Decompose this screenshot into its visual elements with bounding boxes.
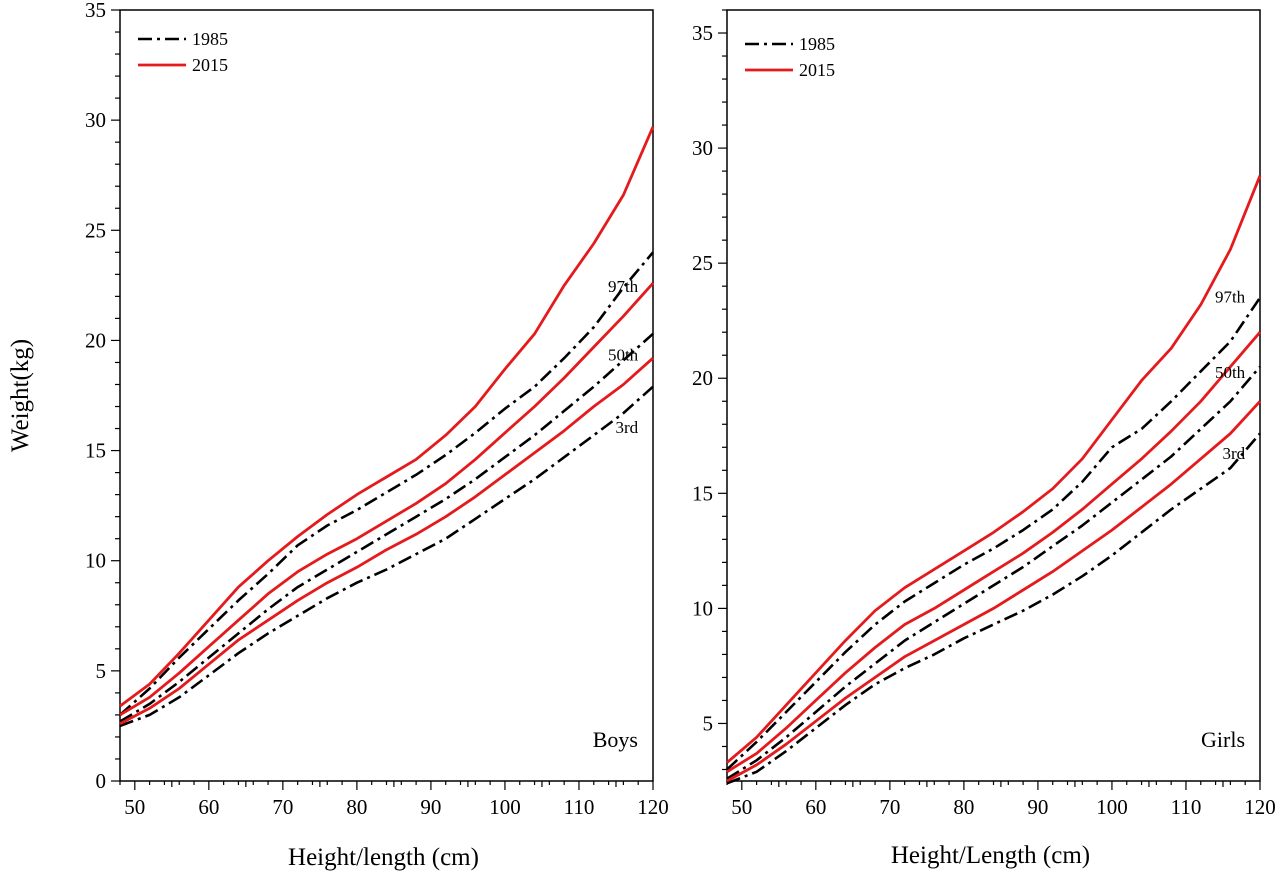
y-tick-label: 5	[703, 711, 714, 735]
series-line-1985-3rd	[119, 385, 654, 728]
x-axis-label: Height/length (cm)	[288, 844, 479, 871]
panel-boys: 50 60 70 80 90 100 110 120 0 5 10 15 20 25 30 35 Height/…	[7, 0, 669, 871]
percentile-label-97th: 97th	[1215, 287, 1246, 306]
x-tick-label: 60	[198, 795, 219, 819]
x-tick-label: 50	[124, 795, 145, 819]
percentile-label-3rd: 3rd	[616, 418, 639, 437]
series-line-2015-97th	[726, 175, 1262, 764]
x-tick-label: 100	[489, 795, 521, 819]
y-tick-label: 15	[85, 439, 106, 463]
x-tick-label: 70	[879, 795, 900, 819]
legend: 1985 2015	[745, 34, 835, 80]
series-line-1985-97th	[119, 251, 654, 716]
percentile-label-50th: 50th	[1215, 363, 1246, 382]
series-line-1985-3rd	[726, 432, 1261, 785]
plot-frame	[726, 9, 1261, 782]
x-tick-label: 100	[1096, 795, 1128, 819]
y-tick-label: 30	[692, 136, 713, 160]
percentile-label-3rd: 3rd	[1223, 444, 1246, 463]
y-tick-label: 10	[692, 596, 713, 620]
series-line-2015-3rd	[726, 400, 1262, 783]
x-tick-label: 80	[953, 795, 974, 819]
legend-label-1985: 1985	[192, 29, 228, 49]
panel-label: Girls	[1201, 727, 1245, 752]
legend-label-2015: 2015	[799, 60, 835, 80]
y-tick-label: 25	[692, 251, 713, 275]
x-axis-label: Height/Length (cm)	[891, 842, 1090, 869]
panel-girls: 50 60 70 80 90 100 110 120 5 10 15 20 25 30 35 Height/L…	[692, 9, 1276, 869]
y-tick-label: 30	[85, 108, 106, 132]
series-line-2015-50th	[726, 331, 1262, 773]
y-tick-label: 15	[692, 481, 713, 505]
percentile-label-97th: 97th	[608, 277, 639, 296]
x-tick-label: 80	[346, 795, 367, 819]
panel-label: Boys	[593, 727, 638, 752]
y-tick-label: 20	[692, 366, 713, 390]
x-tick-label: 70	[272, 795, 293, 819]
y-tick-label: 5	[96, 659, 107, 683]
legend-label-1985: 1985	[799, 34, 835, 54]
percentile-label-50th: 50th	[608, 345, 639, 364]
x-tick-label: 50	[731, 795, 752, 819]
y-tick-label: 35	[85, 0, 106, 22]
series-line-2015-3rd	[119, 357, 654, 725]
series-line-1985-50th	[119, 332, 654, 723]
legend: 1985 2015	[138, 29, 228, 75]
y-tick-label: 25	[85, 218, 106, 242]
x-tick-label: 120	[1244, 795, 1276, 819]
x-tick-label: 120	[637, 795, 669, 819]
x-tick-label: 110	[564, 795, 595, 819]
x-tick-label: 90	[1027, 795, 1048, 819]
y-tick-label: 20	[85, 328, 106, 352]
legend-label-2015: 2015	[192, 55, 228, 75]
plot-frame	[119, 9, 654, 782]
series-line-1985-50th	[726, 365, 1261, 780]
y-tick-label: 0	[96, 769, 107, 793]
series-line-1985-97th	[726, 296, 1262, 771]
y-tick-label: 10	[85, 549, 106, 573]
x-tick-label: 110	[1171, 795, 1202, 819]
series-line-2015-50th	[119, 282, 655, 717]
y-axis-label: Weight(kg)	[7, 339, 34, 452]
y-tick-label: 35	[692, 21, 713, 45]
x-tick-label: 90	[420, 795, 441, 819]
x-tick-label: 60	[805, 795, 826, 819]
series-line-2015-97th	[119, 126, 655, 708]
